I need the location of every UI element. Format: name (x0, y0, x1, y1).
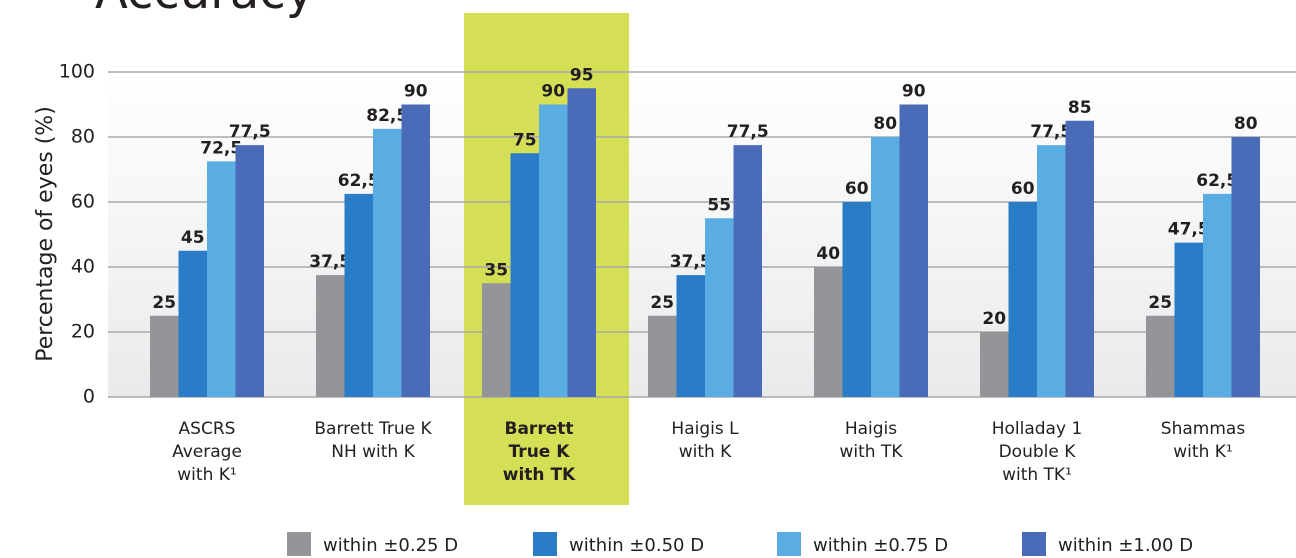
y-tick-label: 60 (71, 191, 95, 213)
bar (510, 153, 539, 397)
legend-label: within ±0.50 D (569, 535, 704, 556)
bar (842, 202, 871, 397)
y-tick-label: 80 (71, 126, 95, 148)
x-tick-label: with TK¹ (1002, 465, 1072, 485)
data-label: 60 (845, 179, 869, 199)
x-tick-label: Average (172, 442, 242, 462)
x-tick-label: Holladay 1 (992, 419, 1083, 439)
bar (1065, 120, 1094, 397)
y-tick-label: 40 (71, 256, 95, 278)
x-tick-label: ASCRS (179, 419, 236, 439)
bar (1174, 242, 1203, 397)
data-label: 90 (902, 82, 926, 102)
chart-title: Accuracy (95, 0, 314, 20)
y-axis-label: Percentage of eyes (%) (33, 106, 58, 362)
bar (1008, 202, 1037, 397)
data-label: 62,5 (1196, 171, 1238, 191)
x-tick-label: with K¹ (1173, 442, 1232, 462)
x-tick-label: Haigis (845, 419, 897, 439)
legend-label: within ±0.75 D (813, 535, 948, 556)
data-label: 25 (1148, 293, 1172, 313)
bar (1203, 193, 1232, 397)
data-label: 62,5 (338, 171, 380, 191)
bar (648, 315, 677, 397)
y-tick-label: 20 (71, 321, 95, 343)
bar (316, 275, 345, 397)
data-label: 80 (1234, 114, 1258, 134)
x-tick-label: Haigis L (671, 419, 739, 439)
data-label: 37,5 (309, 252, 351, 272)
x-tick-label: Barrett (505, 419, 574, 439)
legend-swatch (287, 532, 311, 556)
data-label: 80 (873, 114, 897, 134)
data-label: 75 (513, 130, 537, 150)
data-label: 37,5 (670, 252, 712, 272)
bar (567, 88, 596, 397)
x-tick-label: Shammas (1161, 419, 1246, 439)
data-label: 90 (541, 82, 565, 102)
bar (150, 315, 179, 397)
data-label: 77,5 (229, 122, 271, 142)
x-tick-label: with TK (839, 442, 903, 462)
legend-swatch (777, 532, 801, 556)
data-label: 77,5 (1030, 122, 1072, 142)
bar (344, 193, 373, 397)
bar (1146, 315, 1175, 397)
x-tick-label: with K (679, 442, 732, 462)
data-label: 85 (1068, 98, 1092, 118)
y-tick-label: 0 (83, 386, 95, 408)
bar (871, 137, 900, 397)
data-label: 72,5 (200, 138, 242, 158)
legend-label: within ±0.25 D (323, 535, 458, 556)
data-label: 82,5 (366, 106, 408, 126)
bar (733, 145, 762, 397)
bar (373, 128, 402, 397)
legend-swatch (533, 532, 557, 556)
bar (482, 283, 511, 397)
data-label: 90 (404, 82, 428, 102)
x-tick-label: True K (509, 442, 571, 462)
x-tick-label: with TK (503, 465, 576, 485)
bar (1037, 145, 1066, 397)
bar (178, 250, 207, 397)
bar (814, 267, 843, 397)
data-label: 35 (484, 260, 508, 280)
legend-swatch (1022, 532, 1046, 556)
data-label: 60 (1011, 179, 1035, 199)
data-label: 95 (570, 65, 594, 85)
bar (539, 104, 568, 397)
bar (1231, 137, 1260, 397)
data-label: 47,5 (1168, 220, 1210, 240)
data-label: 25 (650, 293, 674, 313)
legend-label: within ±1.00 D (1058, 535, 1193, 556)
data-label: 45 (181, 228, 205, 248)
x-tick-label: Double K (999, 442, 1077, 462)
bar (980, 332, 1009, 397)
data-label: 40 (816, 244, 840, 264)
data-label: 77,5 (727, 122, 769, 142)
bar (899, 104, 928, 397)
bar (401, 104, 430, 397)
x-tick-label: with K¹ (177, 465, 236, 485)
data-label: 20 (982, 309, 1006, 329)
bar (207, 161, 236, 397)
bar (676, 275, 705, 397)
data-label: 55 (707, 195, 731, 215)
x-tick-label: NH with K (331, 442, 415, 462)
data-label: 25 (152, 293, 176, 313)
bar (235, 145, 264, 397)
x-tick-label: Barrett True K (314, 419, 432, 439)
bar (705, 218, 734, 397)
y-tick-label: 100 (59, 61, 95, 83)
